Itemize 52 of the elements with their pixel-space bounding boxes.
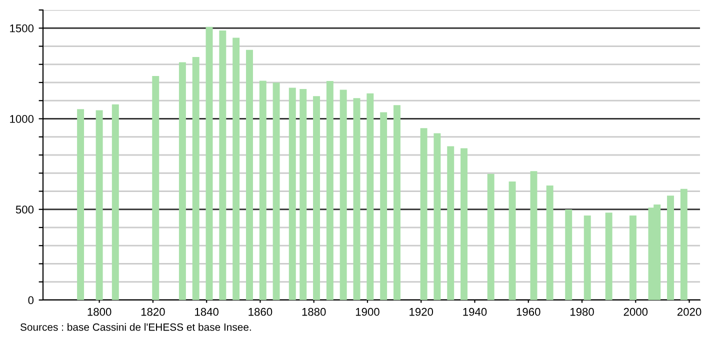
x-tick-label: 1900 — [356, 308, 380, 316]
x-tick-label: 1940 — [463, 308, 487, 316]
bar — [96, 110, 103, 300]
bar — [313, 96, 320, 300]
bar — [340, 90, 347, 300]
y-tick-label: 0 — [28, 296, 34, 304]
x-tick-label: 1800 — [88, 308, 112, 316]
y-tick-label: 1000 — [10, 115, 34, 123]
y-tick-label: 1500 — [10, 24, 34, 32]
bar — [530, 171, 538, 300]
x-tick-label: 2020 — [677, 308, 702, 316]
bar — [300, 89, 307, 300]
bar — [447, 146, 454, 300]
bar — [366, 93, 374, 300]
bar — [629, 216, 636, 300]
bar — [353, 98, 360, 300]
bar — [112, 104, 119, 300]
bar — [487, 174, 494, 300]
bar — [460, 148, 468, 300]
x-tick-label: 1820 — [141, 308, 165, 316]
bar — [259, 80, 266, 300]
x-tick-label: 1880 — [302, 308, 326, 316]
bar — [508, 181, 516, 300]
bar — [152, 76, 160, 300]
bar — [192, 56, 200, 300]
x-tick-label: 1920 — [410, 308, 434, 316]
y-tick-label: 500 — [16, 206, 34, 214]
bar — [272, 82, 280, 300]
bar — [565, 210, 572, 300]
bar — [246, 50, 253, 300]
x-tick-label: 1960 — [516, 308, 540, 316]
bar — [219, 30, 226, 300]
bar — [326, 81, 334, 300]
bar — [605, 212, 612, 300]
bar — [680, 188, 688, 300]
x-tick-label: 1980 — [570, 308, 594, 316]
bar — [584, 216, 591, 300]
bar — [380, 112, 388, 300]
x-tick-label: 1840 — [195, 308, 219, 316]
bar — [393, 105, 400, 300]
bar — [206, 26, 213, 300]
bar — [420, 128, 428, 300]
bar — [288, 88, 296, 300]
x-tick-label: 1860 — [248, 308, 272, 316]
bar — [546, 185, 554, 300]
bar — [77, 109, 84, 300]
bar — [667, 196, 674, 300]
source-note: Sources : base Cassini de l'EHESS et base Insee. — [20, 323, 251, 331]
x-tick-label: 2000 — [624, 308, 648, 316]
bar — [178, 62, 186, 300]
bar — [434, 133, 441, 300]
bar — [232, 38, 240, 300]
